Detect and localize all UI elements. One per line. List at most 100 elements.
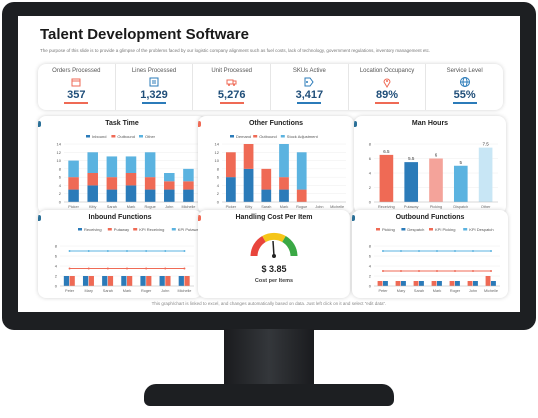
gauge-yellow-segment xyxy=(262,232,286,243)
bar xyxy=(140,276,146,286)
bar xyxy=(383,281,388,286)
y-tick-label: 4 xyxy=(59,183,62,188)
legend-label: Stock Adjustment xyxy=(287,134,319,139)
bar xyxy=(296,189,307,202)
y-tick-label: 0 xyxy=(59,200,62,205)
bar xyxy=(473,281,478,286)
y-tick-label: 6 xyxy=(369,254,372,259)
x-tick-label: Other xyxy=(481,205,491,209)
bar xyxy=(449,281,455,286)
target-point xyxy=(472,250,474,252)
location-icon xyxy=(383,78,391,88)
bar xyxy=(429,158,443,202)
y-tick-label: 2 xyxy=(369,185,372,190)
box-icon xyxy=(71,78,81,87)
y-tick-label: 2 xyxy=(217,191,220,196)
y-tick-label: 8 xyxy=(217,166,220,171)
handling-cost-gauge: $ 3.85 Cost per Items xyxy=(250,232,298,284)
legend-swatch xyxy=(463,228,468,231)
target-point xyxy=(454,250,456,252)
screen: Talent Development Software The purpose … xyxy=(18,16,520,312)
bar xyxy=(379,154,394,202)
bar xyxy=(453,165,468,202)
bar xyxy=(102,276,108,286)
y-tick-label: 6 xyxy=(59,175,62,180)
bar xyxy=(125,173,137,186)
legend-swatch xyxy=(376,228,380,231)
bar xyxy=(144,152,156,178)
x-tick-label: Peter xyxy=(378,289,388,293)
gauge-needle xyxy=(272,240,275,257)
y-tick-label: 2 xyxy=(59,191,62,196)
kpi-card: SKUs Active 3,417 xyxy=(271,64,349,110)
target-point xyxy=(400,250,402,252)
target-point xyxy=(106,267,109,270)
kpi-card: Lines Processed 1,329 xyxy=(116,64,194,110)
legend-label: Demand xyxy=(236,134,251,139)
y-tick-label: 0 xyxy=(369,284,372,289)
kpi-value: 1,329 xyxy=(140,89,168,101)
panel-marker xyxy=(354,121,357,127)
kpi-underline xyxy=(297,102,322,104)
task-time-panel: Task Time 0 2 4 6 8 10 12 14 Inbound Outbound Othe… xyxy=(38,116,206,214)
kpi-card: Location Occupancy 89% xyxy=(349,64,427,110)
panel-title: Other Functions xyxy=(248,120,304,127)
bar xyxy=(125,156,137,173)
x-tick-label: Kitty xyxy=(89,205,96,209)
x-tick-label: Receiving xyxy=(378,205,395,209)
kpi-label: SKUs Active xyxy=(292,68,326,74)
panel-title: Man Hours xyxy=(411,120,449,127)
handling-cost-value: $ 3.85 xyxy=(261,264,286,274)
y-tick-label: 6 xyxy=(217,175,220,180)
data-label: 5.5 xyxy=(408,156,415,161)
outbound-functions-panel: Outbound Functions 0 2 4 6 8 Picking Despatch K… xyxy=(352,210,508,298)
bar xyxy=(404,162,419,202)
target-point xyxy=(164,250,167,252)
target-point xyxy=(382,270,384,272)
target-point xyxy=(418,250,420,252)
bar xyxy=(68,177,79,190)
bar xyxy=(107,276,114,286)
bar xyxy=(183,181,194,190)
inbound-functions-chart: 0 2 4 6 8 Receiving Putaway KPI Receiving KPI Pu… xyxy=(55,227,201,293)
bar xyxy=(491,281,496,286)
bar xyxy=(68,189,79,202)
legend-label: Picking xyxy=(382,227,395,232)
x-tick-label: Mark xyxy=(433,289,442,293)
legend-label: Receiving xyxy=(84,227,102,232)
target-point xyxy=(183,250,186,252)
legend-label: KPI Putaway xyxy=(178,227,201,232)
x-tick-label: Mark xyxy=(123,289,132,293)
bar xyxy=(121,276,127,286)
bar xyxy=(261,168,272,190)
bar xyxy=(243,144,254,169)
man-hours-panel: Man Hours 0 2 4 6 8 6.5 Receiving 5.5 Putaway 6 Pi… xyxy=(354,116,506,214)
x-tick-label: Sarah xyxy=(261,205,271,209)
bar xyxy=(178,276,184,286)
kpi-label: Location Occupancy xyxy=(359,68,415,74)
target-point xyxy=(382,250,384,252)
y-tick-label: 8 xyxy=(55,244,58,249)
data-label: 7.5 xyxy=(482,142,489,147)
target-point xyxy=(436,270,438,272)
target-point xyxy=(145,250,148,252)
x-tick-label: Michelle xyxy=(181,205,195,209)
legend-swatch xyxy=(133,228,138,231)
x-tick-label: Picker xyxy=(226,205,237,209)
legend-swatch xyxy=(280,135,285,138)
target-point xyxy=(454,270,456,272)
bar xyxy=(82,276,89,286)
legend-label: Putaway xyxy=(114,227,129,232)
bar xyxy=(413,281,419,286)
handling-cost-label: Cost per Items xyxy=(255,278,293,284)
legend-label: Inbound xyxy=(92,134,106,139)
target-point xyxy=(68,267,71,270)
y-tick-label: 4 xyxy=(369,264,372,269)
kpi-value: 55% xyxy=(453,89,476,101)
x-tick-label: Rogue xyxy=(145,205,156,209)
kpi-label: Service Level xyxy=(446,68,483,74)
target-point xyxy=(400,270,402,272)
x-tick-label: John xyxy=(315,205,323,209)
bar xyxy=(164,173,175,182)
gauge-green-segment xyxy=(282,235,298,257)
